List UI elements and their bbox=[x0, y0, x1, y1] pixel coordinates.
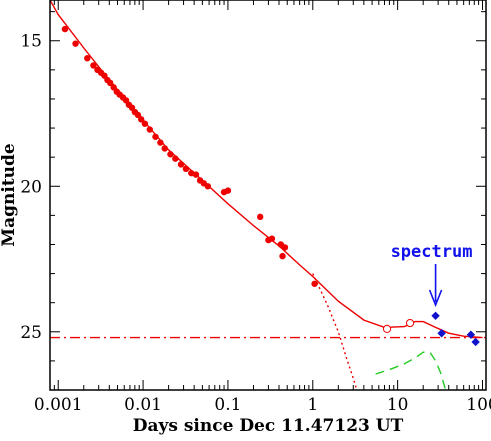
y-tick-label: 15 bbox=[20, 32, 42, 52]
data-point bbox=[268, 235, 276, 242]
data-point bbox=[134, 111, 142, 119]
annotation-layer: spectrum bbox=[391, 242, 473, 308]
x-axis-title: Days since Dec 11.47123 UT bbox=[133, 416, 404, 436]
data-point bbox=[157, 139, 164, 146]
data-point bbox=[146, 126, 153, 133]
y-tick-label: 20 bbox=[20, 177, 42, 197]
data-point bbox=[152, 133, 159, 140]
data-point bbox=[311, 280, 318, 287]
data-point bbox=[161, 145, 168, 152]
data-point bbox=[172, 155, 179, 162]
annotation-arrow-head bbox=[428, 289, 443, 308]
data-point bbox=[279, 252, 286, 260]
x-tick-label: 0.01 bbox=[124, 395, 162, 415]
plot-frame bbox=[49, 0, 487, 391]
data-point bbox=[90, 62, 97, 69]
x-tick-label: 1 bbox=[307, 395, 318, 415]
data-point bbox=[177, 161, 185, 168]
curve-layer bbox=[50, 0, 486, 390]
x-tick-label: 10 bbox=[387, 395, 409, 415]
annotation-label: spectrum bbox=[391, 242, 473, 262]
x-tick-label: 0.001 bbox=[34, 395, 83, 415]
data-point bbox=[141, 120, 149, 127]
data-point bbox=[224, 187, 232, 194]
solid-curve bbox=[50, 0, 483, 339]
data-point bbox=[137, 116, 145, 123]
data-point bbox=[204, 183, 212, 190]
data-point bbox=[281, 244, 289, 251]
data-point bbox=[84, 55, 91, 62]
data-point bbox=[192, 171, 200, 178]
data-point-diamond bbox=[437, 329, 446, 338]
point-layer bbox=[61, 25, 480, 347]
data-point bbox=[72, 40, 79, 47]
dotted-curve bbox=[312, 273, 358, 390]
data-point bbox=[167, 151, 174, 158]
y-tick-label: 25 bbox=[20, 323, 42, 343]
x-tick-label: 0.1 bbox=[214, 395, 241, 415]
dashed-curve bbox=[375, 351, 447, 390]
x-tick-label: 100 bbox=[466, 395, 491, 415]
y-axis-title: Magnitude bbox=[0, 143, 19, 247]
data-point-diamond bbox=[471, 337, 480, 347]
data-point-open bbox=[405, 318, 415, 328]
data-point-diamond bbox=[466, 330, 476, 339]
data-point-diamond bbox=[431, 311, 440, 320]
data-point-open bbox=[382, 324, 392, 333]
data-point bbox=[61, 25, 69, 33]
data-point bbox=[182, 165, 190, 173]
data-point bbox=[107, 79, 114, 87]
data-point bbox=[256, 213, 264, 221]
